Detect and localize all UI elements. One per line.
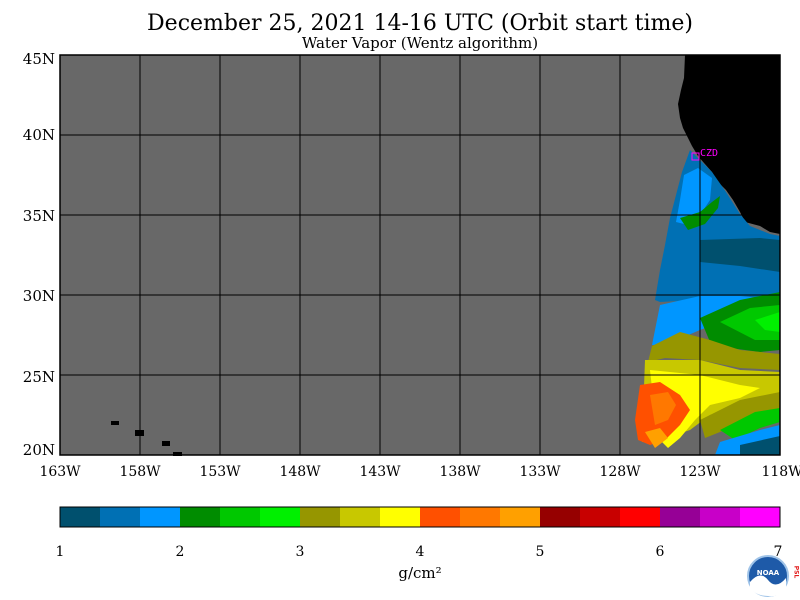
- map-panel: CZD: [59, 54, 781, 456]
- colorbar-tick-5: 5: [536, 544, 545, 560]
- grid-lines: [60, 55, 780, 455]
- lon-label-123w: 123W: [679, 464, 721, 480]
- lat-label-20n: 20N: [23, 441, 55, 459]
- colorbar-swatch: [260, 507, 301, 527]
- colorbar-tick-3: 3: [296, 544, 305, 560]
- noaa-logo-text: NOAA: [757, 569, 780, 577]
- colorbar-swatch: [60, 507, 101, 527]
- colorbar-tick-1: 1: [56, 544, 65, 560]
- station-marker-czd: CZD: [691, 148, 718, 161]
- colorbar-tick-4: 4: [416, 544, 425, 560]
- colorbar-swatch: [460, 507, 501, 527]
- colorbar-swatch: [700, 507, 741, 527]
- colorbar-unit: g/cm²: [398, 564, 441, 582]
- lat-label-30n: 30N: [23, 287, 55, 305]
- colorbar-swatches: [60, 507, 781, 527]
- colorbar-ticks: 1 2 3 4 5 6 7: [56, 544, 783, 560]
- colorbar-swatch: [740, 507, 781, 527]
- lat-label-25n: 25N: [23, 368, 55, 386]
- lat-label-40n: 40N: [23, 126, 55, 144]
- latitude-axis: 45N 40N 35N 30N 25N 20N: [23, 50, 55, 459]
- colorbar-swatch: [500, 507, 541, 527]
- colorbar: 1 2 3 4 5 6 7 g/cm²: [56, 506, 783, 582]
- water-vapor-field: [635, 150, 780, 455]
- colorbar-swatch: [420, 507, 461, 527]
- lon-label-143w: 143W: [359, 464, 401, 480]
- map-subtitle: Water Vapor (Wentz algorithm): [302, 34, 538, 52]
- colorbar-swatch: [540, 507, 581, 527]
- station-label: CZD: [700, 148, 718, 159]
- colorbar-swatch: [220, 507, 261, 527]
- map-border: [59, 54, 781, 456]
- colorbar-swatch: [180, 507, 221, 527]
- noaa-logo-wave-icon: [750, 575, 786, 597]
- map-title: December 25, 2021 14-16 UTC (Orbit start…: [147, 11, 693, 36]
- colorbar-tick-2: 2: [176, 544, 185, 560]
- lon-label-153w: 153W: [199, 464, 241, 480]
- lon-label-158w: 158W: [119, 464, 161, 480]
- colorbar-swatch: [340, 507, 381, 527]
- colorbar-swatch: [620, 507, 661, 527]
- lon-label-133w: 133W: [519, 464, 561, 480]
- colorbar-swatch: [660, 507, 701, 527]
- lat-label-45n: 45N: [23, 50, 55, 68]
- colorbar-tick-7: 7: [774, 544, 783, 560]
- colorbar-swatch: [380, 507, 421, 527]
- lon-label-118w: 118W: [761, 464, 800, 480]
- colorbar-border: [59, 506, 781, 528]
- land-mass: [678, 55, 780, 234]
- noaa-psl-logo: NOAA PSL: [747, 555, 800, 597]
- psl-logo-text: PSL: [793, 566, 800, 579]
- lon-label-148w: 148W: [279, 464, 321, 480]
- lat-label-35n: 35N: [23, 207, 55, 225]
- colorbar-tick-6: 6: [656, 544, 665, 560]
- colorbar-swatch: [140, 507, 181, 527]
- longitude-axis: 163W 158W 153W 148W 143W 138W 133W 128W …: [39, 464, 800, 480]
- colorbar-swatch: [100, 507, 141, 527]
- colorbar-swatch: [300, 507, 341, 527]
- lon-label-128w: 128W: [599, 464, 641, 480]
- lon-label-138w: 138W: [439, 464, 481, 480]
- lon-label-163w: 163W: [39, 464, 81, 480]
- colorbar-swatch: [580, 507, 621, 527]
